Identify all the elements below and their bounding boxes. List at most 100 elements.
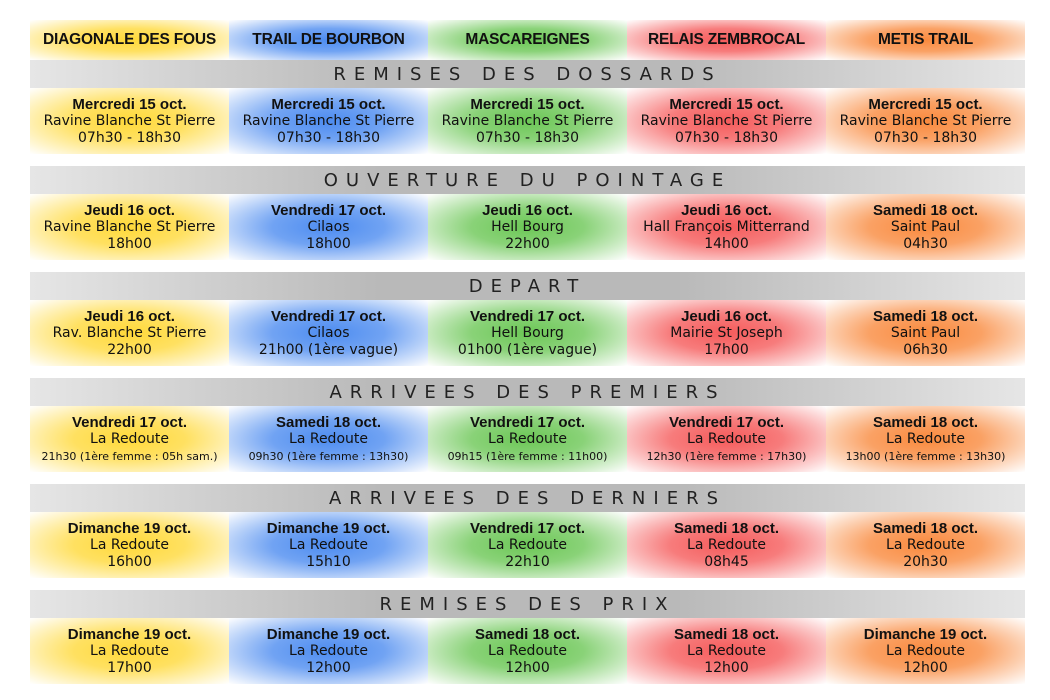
schedule-cell-metis-trail: Samedi 18 oct. La Redoute 20h30 [826,512,1025,578]
schedule-cell-mascareignes: Jeudi 16 oct. Hell Bourg 22h00 [428,194,627,260]
cell-place: Saint Paul [890,324,961,341]
section-band-depart: DEPART [30,272,1025,300]
cell-time: 12h30 (1ère femme : 17h30) [646,449,807,463]
cell-time: 20h30 [903,553,948,570]
cell-place: La Redoute [886,642,965,659]
cell-date: Mercredi 15 oct. [669,95,784,113]
cell-place: Hell Bourg [491,324,564,341]
schedule-cell-diagonale-des-fous: Jeudi 16 oct. Ravine Blanche St Pierre 18h… [30,194,229,260]
cell-date: Jeudi 16 oct. [84,307,175,325]
cell-time: 09h30 (1ère femme : 13h30) [248,449,409,463]
row-cell-background [229,406,428,472]
schedule-cell-mascareignes: Vendredi 17 oct. La Redoute 09h15 (1ère fe… [428,406,627,472]
schedule-cell-metis-trail: Dimanche 19 oct. La Redoute 12h00 [826,618,1025,684]
cell-date: Jeudi 16 oct. [482,201,573,219]
cell-place: La Redoute [886,536,965,553]
row-cell-background [30,300,229,366]
cell-time: 08h45 [704,553,749,570]
schedule-cell-trail-de-bourbon: Vendredi 17 oct. Cilaos 18h00 [229,194,428,260]
schedule-cell-diagonale-des-fous: Dimanche 19 oct. La Redoute 16h00 [30,512,229,578]
header-cell-background [428,20,627,60]
cell-time: 07h30 - 18h30 [476,129,579,146]
row-cell-background [428,512,627,578]
row-cell-background [30,618,229,684]
cell-time: 01h00 (1ère vague) [457,341,598,358]
schedule-cell-trail-de-bourbon: Vendredi 17 oct. Cilaos 21h00 (1ère vague) [229,300,428,366]
cell-time: 17h00 [704,341,749,358]
cell-time: 16h00 [107,553,152,570]
cell-place: Ravine Blanche St Pierre [640,112,813,129]
row-cell-background [627,88,826,154]
cell-place: La Redoute [687,536,766,553]
section-band-arrivees-des-derniers: ARRIVEES DES DERNIERS [30,484,1025,512]
section-row-depart: Jeudi 16 oct. Rav. Blanche St Pierre 22h00… [30,300,1025,366]
cell-time: 15h10 [306,553,351,570]
header-cell-background [229,20,428,60]
cell-time: 21h00 (1ère vague) [258,341,399,358]
schedule-cell-trail-de-bourbon: Mercredi 15 oct. Ravine Blanche St Pierre… [229,88,428,154]
section-band-remises-des-prix: REMISES DES PRIX [30,590,1025,618]
cell-time: 12h00 [306,659,351,676]
row-cell-background [428,88,627,154]
schedule-cell-metis-trail: Samedi 18 oct. Saint Paul 06h30 [826,300,1025,366]
cell-date: Samedi 18 oct. [872,519,979,537]
schedule-cell-diagonale-des-fous: Dimanche 19 oct. La Redoute 17h00 [30,618,229,684]
cell-place: Ravine Blanche St Pierre [242,112,415,129]
race-name-mascareignes: MASCAREIGNES [465,31,590,48]
cell-date: Samedi 18 oct. [673,625,780,643]
schedule-cell-diagonale-des-fous: Mercredi 15 oct. Ravine Blanche St Pierre… [30,88,229,154]
cell-date: Samedi 18 oct. [275,413,382,431]
row-cell-background [229,512,428,578]
cell-time: 22h10 [505,553,550,570]
cell-date: Vendredi 17 oct. [270,307,387,325]
section-band-remises-des-dossards: REMISES DES DOSSARDS [30,60,1025,88]
section-row-ouverture-du-pointage: Jeudi 16 oct. Ravine Blanche St Pierre 18h… [30,194,1025,260]
cell-place: La Redoute [90,536,169,553]
cell-time: 07h30 - 18h30 [874,129,977,146]
cell-place: Rav. Blanche St Pierre [52,324,207,341]
cell-time: 12h00 [903,659,948,676]
row-cell-background [30,194,229,260]
schedule-cell-mascareignes: Samedi 18 oct. La Redoute 12h00 [428,618,627,684]
row-cell-background [627,194,826,260]
cell-date: Dimanche 19 oct. [67,625,192,643]
schedule-cell-relais-zembrocal: Samedi 18 oct. La Redoute 12h00 [627,618,826,684]
schedule-cell-mascareignes: Vendredi 17 oct. La Redoute 22h10 [428,512,627,578]
row-cell-background [428,406,627,472]
cell-date: Vendredi 17 oct. [469,519,586,537]
row-cell-background [627,406,826,472]
cell-place: La Redoute [687,430,766,447]
cell-place: Ravine Blanche St Pierre [839,112,1012,129]
row-cell-background [826,618,1025,684]
cell-time: 21h30 (1ère femme : 05h sam.) [41,449,218,463]
row-cell-background [428,300,627,366]
schedule-cell-diagonale-des-fous: Jeudi 16 oct. Rav. Blanche St Pierre 22h00 [30,300,229,366]
cell-time: 18h00 [107,235,152,252]
race-header-row: DIAGONALE DES FOUS TRAIL DE BOURBON MASC… [30,20,1025,60]
row-cell-background [826,300,1025,366]
cell-date: Samedi 18 oct. [872,413,979,431]
row-cell-background [826,88,1025,154]
header-cell-background [627,20,826,60]
cell-date: Jeudi 16 oct. [681,201,772,219]
schedule-cell-relais-zembrocal: Jeudi 16 oct. Hall François Mitterrand 14h… [627,194,826,260]
cell-time: 13h00 (1ère femme : 13h30) [845,449,1006,463]
cell-place: La Redoute [289,536,368,553]
race-name-diagonale-des-fous: DIAGONALE DES FOUS [43,31,216,48]
schedule-cell-mascareignes: Vendredi 17 oct. Hell Bourg 01h00 (1ère va… [428,300,627,366]
cell-place: Ravine Blanche St Pierre [43,218,216,235]
cell-date: Dimanche 19 oct. [67,519,192,537]
cell-place: La Redoute [90,642,169,659]
cell-place: Saint Paul [890,218,961,235]
cell-place: La Redoute [289,642,368,659]
schedule-cell-metis-trail: Samedi 18 oct. Saint Paul 04h30 [826,194,1025,260]
schedule-cell-metis-trail: Mercredi 15 oct. Ravine Blanche St Pierre… [826,88,1025,154]
cell-place: La Redoute [886,430,965,447]
cell-date: Samedi 18 oct. [673,519,780,537]
row-cell-background [30,88,229,154]
cell-time: 07h30 - 18h30 [675,129,778,146]
cell-time: 14h00 [704,235,749,252]
schedule-cell-relais-zembrocal: Mercredi 15 oct. Ravine Blanche St Pierre… [627,88,826,154]
cell-place: La Redoute [687,642,766,659]
row-cell-background [229,88,428,154]
